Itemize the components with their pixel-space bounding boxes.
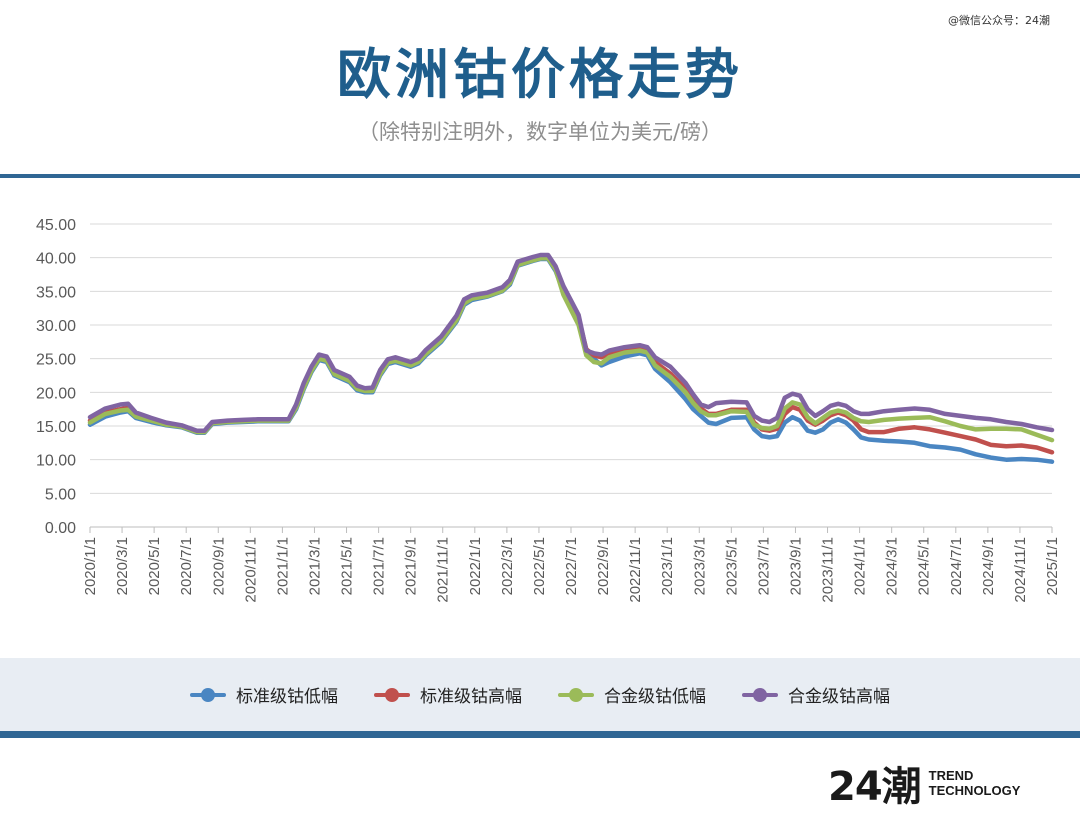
x-tick-label: 2023/7/1 — [755, 537, 772, 595]
x-tick-label: 2023/1/1 — [659, 537, 676, 595]
x-tick-label: 2022/11/1 — [627, 537, 644, 603]
brand-mark: 24潮 — [828, 764, 922, 810]
series-line-4 — [87, 252, 1055, 433]
series-lines — [87, 252, 1055, 464]
brand-text: TREND TECHNOLOGY — [929, 768, 1021, 798]
legend-band: 标准级钴低幅 标准级钴高幅 合金级钴低幅 合金级钴高幅 — [0, 658, 1080, 731]
legend-item-4: 合金级钴高幅 — [742, 682, 890, 707]
watermark: @微信公众号：24潮 — [948, 14, 1050, 27]
x-axis-ticks: 2020/1/1 2020/3/1 2020/5/1 2020/7/1 2020/9/1… — [82, 527, 1061, 603]
x-tick-label: 2024/3/1 — [884, 537, 901, 595]
legend-swatch — [742, 687, 778, 702]
x-tick-label: 2022/7/1 — [563, 537, 580, 595]
x-tick-label: 2020/3/1 — [114, 537, 131, 595]
y-tick-label: 0.00 — [45, 520, 76, 537]
x-tick-label: 2023/11/1 — [820, 537, 837, 603]
x-tick-label: 2021/9/1 — [403, 537, 420, 595]
top-rule — [0, 174, 1080, 178]
brand-logo: 24潮 TREND TECHNOLOGY — [828, 754, 1020, 812]
x-tick-label: 2020/1/1 — [82, 537, 99, 595]
x-tick-label: 2021/3/1 — [306, 537, 323, 595]
legend-swatch — [374, 687, 410, 702]
y-tick-label: 5.00 — [45, 486, 76, 503]
bottom-rule — [0, 731, 1080, 738]
x-tick-label: 2020/9/1 — [210, 537, 227, 595]
x-tick-label: 2023/3/1 — [691, 537, 708, 595]
y-tick-label: 15.00 — [36, 419, 76, 436]
x-tick-label: 2021/7/1 — [371, 537, 388, 595]
legend-item-2: 标准级钴高幅 — [374, 682, 522, 707]
brand-line-1: TREND — [928, 768, 974, 783]
series-line-3 — [87, 256, 1055, 443]
legend-label: 合金级钴低幅 — [604, 687, 706, 707]
x-tick-label: 2020/5/1 — [146, 537, 163, 595]
x-tick-label: 2020/11/1 — [242, 537, 259, 603]
y-axis-ticks: 0.00 5.00 10.00 15.00 20.00 25.00 30.00 35.00 40… — [36, 217, 76, 537]
x-tick-label: 2024/5/1 — [916, 537, 933, 595]
legend-label: 标准级钴高幅 — [420, 687, 522, 707]
legend-item-1: 标准级钴低幅 — [190, 682, 338, 707]
series-line-1 — [87, 256, 1055, 464]
legend-label: 合金级钴高幅 — [788, 687, 890, 707]
y-tick-label: 35.00 — [36, 284, 76, 301]
x-tick-label: 2025/1/1 — [1044, 537, 1061, 595]
x-tick-label: 2023/5/1 — [723, 537, 740, 595]
y-tick-label: 45.00 — [36, 217, 76, 234]
x-tick-label: 2024/11/1 — [1012, 537, 1029, 603]
y-tick-label: 40.00 — [36, 251, 76, 268]
legend-swatch — [190, 687, 226, 702]
line-chart: 0.00 5.00 10.00 15.00 20.00 25.00 30.00 35.00 40… — [36, 217, 1061, 603]
y-tick-label: 25.00 — [36, 352, 76, 369]
y-tick-label: 10.00 — [36, 453, 76, 470]
x-tick-label: 2021/11/1 — [435, 537, 452, 603]
x-tick-label: 2022/5/1 — [531, 537, 548, 595]
x-tick-label: 2024/7/1 — [948, 537, 965, 595]
x-tick-label: 2022/1/1 — [467, 537, 484, 595]
x-tick-label: 2023/9/1 — [787, 537, 804, 595]
legend-swatch — [558, 687, 594, 702]
page-subtitle: （除特别注明外，数字单位为美元/磅） — [357, 120, 723, 144]
brand-line-2: TECHNOLOGY — [928, 783, 1021, 798]
y-tick-label: 30.00 — [36, 318, 76, 335]
legend-item-3: 合金级钴低幅 — [558, 682, 706, 707]
x-tick-label: 2024/9/1 — [980, 537, 997, 595]
legend-label: 标准级钴低幅 — [236, 687, 338, 707]
x-tick-label: 2022/9/1 — [595, 537, 612, 595]
x-tick-label: 2021/1/1 — [274, 537, 291, 595]
y-tick-label: 20.00 — [36, 385, 76, 402]
grid-lines — [90, 223, 1052, 528]
x-tick-label: 2021/5/1 — [339, 537, 356, 595]
chart-legend: 标准级钴低幅 标准级钴高幅 合金级钴低幅 合金级钴高幅 — [0, 658, 1080, 731]
page-title: 欧洲钴价格走势 — [337, 43, 743, 106]
x-tick-label: 2024/1/1 — [852, 537, 869, 595]
x-tick-label: 2020/7/1 — [178, 537, 195, 595]
x-tick-label: 2022/3/1 — [499, 537, 516, 595]
